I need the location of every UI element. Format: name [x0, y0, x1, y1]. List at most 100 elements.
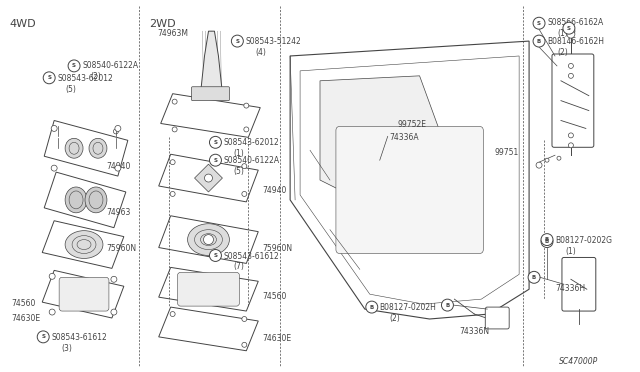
Circle shape	[567, 30, 575, 38]
FancyBboxPatch shape	[552, 54, 594, 147]
Circle shape	[56, 129, 61, 134]
Circle shape	[563, 22, 575, 34]
Text: 74963M: 74963M	[157, 29, 189, 38]
Circle shape	[242, 342, 247, 347]
FancyBboxPatch shape	[336, 126, 483, 253]
Text: 74630E: 74630E	[12, 314, 40, 323]
Ellipse shape	[89, 138, 107, 158]
Text: B08146-6162H: B08146-6162H	[547, 37, 604, 46]
Text: 99751: 99751	[494, 148, 518, 157]
Text: S: S	[72, 63, 76, 68]
Circle shape	[545, 158, 549, 162]
Text: (5): (5)	[234, 167, 244, 176]
Text: 75960N: 75960N	[262, 244, 292, 253]
Circle shape	[568, 63, 573, 68]
Text: B: B	[532, 275, 536, 280]
Circle shape	[204, 235, 214, 244]
Polygon shape	[159, 216, 259, 263]
Text: 74560: 74560	[12, 299, 36, 308]
Circle shape	[49, 309, 55, 315]
FancyBboxPatch shape	[485, 307, 509, 329]
Circle shape	[244, 103, 249, 108]
Text: 74336A: 74336A	[390, 134, 419, 142]
Text: S08543-62012: S08543-62012	[57, 74, 113, 83]
Circle shape	[172, 99, 177, 104]
Circle shape	[242, 192, 247, 196]
Text: (7): (7)	[234, 262, 244, 272]
Circle shape	[242, 164, 247, 169]
Polygon shape	[161, 94, 260, 137]
Text: (2): (2)	[90, 72, 100, 81]
Polygon shape	[44, 172, 126, 228]
Circle shape	[113, 141, 118, 146]
Circle shape	[209, 137, 221, 148]
Polygon shape	[42, 270, 124, 318]
Text: 75960N: 75960N	[106, 244, 136, 253]
Circle shape	[49, 273, 55, 279]
Text: S08543-61612: S08543-61612	[51, 333, 107, 342]
Text: S: S	[41, 334, 45, 339]
Text: (2): (2)	[390, 314, 401, 323]
FancyBboxPatch shape	[562, 257, 596, 311]
Text: 74336H: 74336H	[555, 284, 585, 293]
Text: 2WD: 2WD	[148, 19, 175, 29]
Circle shape	[557, 156, 561, 160]
Text: S08566-6162A: S08566-6162A	[547, 18, 604, 27]
Circle shape	[111, 276, 117, 282]
Circle shape	[170, 192, 175, 196]
Text: (5): (5)	[65, 85, 76, 94]
Circle shape	[541, 235, 553, 247]
Text: B: B	[545, 237, 549, 242]
Circle shape	[44, 72, 55, 84]
Text: 99752E: 99752E	[397, 121, 427, 129]
Text: S: S	[214, 158, 218, 163]
Ellipse shape	[85, 187, 107, 213]
Circle shape	[442, 299, 453, 311]
Circle shape	[205, 174, 212, 182]
Polygon shape	[290, 41, 529, 319]
Polygon shape	[44, 121, 128, 176]
Polygon shape	[195, 164, 223, 192]
Text: (1): (1)	[557, 29, 568, 38]
Circle shape	[567, 27, 575, 35]
Circle shape	[56, 141, 61, 146]
Text: (4): (4)	[255, 48, 266, 57]
Circle shape	[37, 331, 49, 343]
Circle shape	[541, 234, 553, 246]
Circle shape	[536, 162, 542, 168]
FancyBboxPatch shape	[59, 277, 109, 311]
Text: S: S	[236, 39, 239, 44]
Circle shape	[115, 165, 121, 171]
Text: S: S	[214, 140, 218, 145]
Circle shape	[533, 35, 545, 47]
Circle shape	[244, 127, 249, 132]
Text: S08543-62012: S08543-62012	[223, 138, 279, 147]
FancyBboxPatch shape	[178, 272, 239, 306]
Circle shape	[111, 309, 117, 315]
Text: 74963: 74963	[106, 208, 131, 217]
Text: S08540-6122A: S08540-6122A	[82, 61, 138, 70]
Text: B08127-0202H: B08127-0202H	[380, 303, 436, 312]
Polygon shape	[159, 154, 259, 202]
Circle shape	[209, 250, 221, 262]
Text: 74940: 74940	[106, 162, 131, 171]
Circle shape	[68, 60, 80, 72]
Text: B: B	[545, 239, 549, 244]
Circle shape	[51, 125, 57, 131]
Circle shape	[232, 35, 243, 47]
Circle shape	[113, 129, 118, 134]
Circle shape	[568, 133, 573, 138]
Text: 74336N: 74336N	[460, 327, 490, 336]
Circle shape	[170, 160, 175, 165]
Circle shape	[568, 143, 573, 148]
Circle shape	[172, 127, 177, 132]
Text: S: S	[537, 21, 541, 26]
Circle shape	[242, 317, 247, 321]
Text: B08127-0202G: B08127-0202G	[555, 235, 612, 245]
Text: (3): (3)	[61, 344, 72, 353]
Circle shape	[568, 73, 573, 78]
Text: (1): (1)	[234, 149, 244, 158]
Text: S: S	[567, 26, 571, 31]
Ellipse shape	[65, 231, 103, 259]
Text: B: B	[537, 39, 541, 44]
